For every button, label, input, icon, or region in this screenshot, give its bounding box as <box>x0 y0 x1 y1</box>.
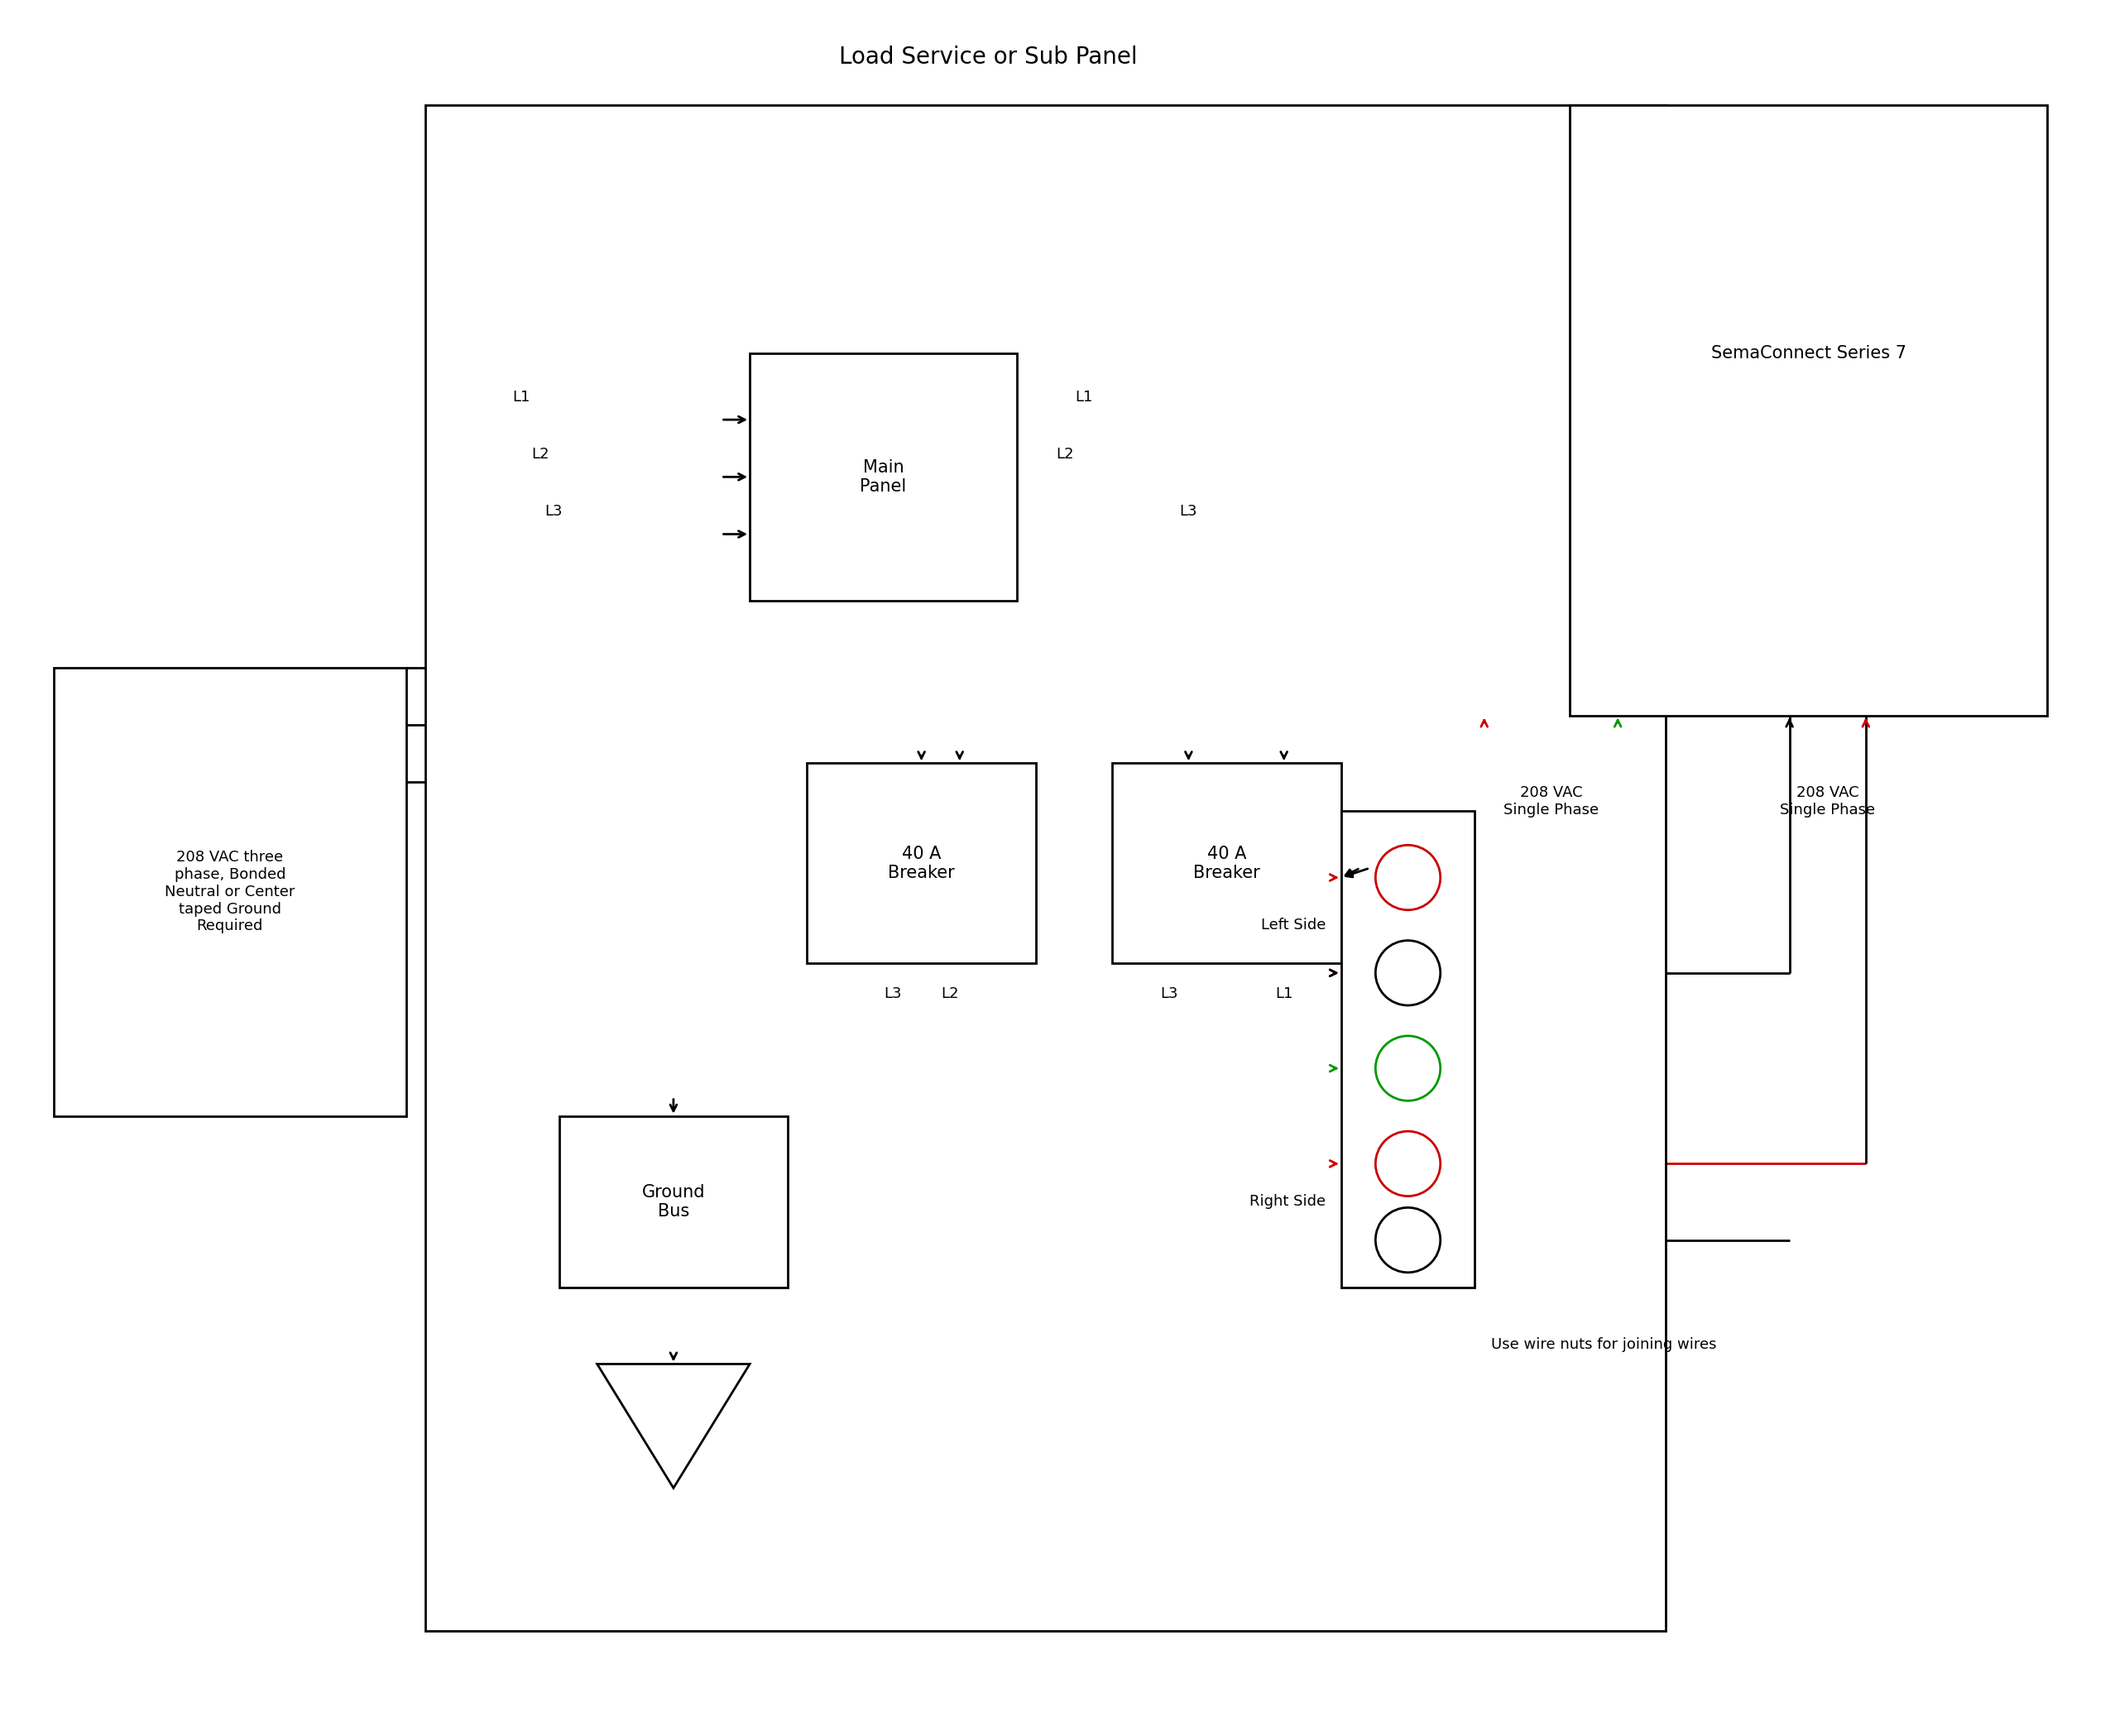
Text: L3: L3 <box>1179 503 1198 519</box>
Text: L1: L1 <box>1074 389 1093 404</box>
Bar <box>426 104 1665 1632</box>
Bar <box>1570 104 2047 715</box>
Text: L3: L3 <box>1160 986 1177 1002</box>
Text: Use wire nuts for joining wires: Use wire nuts for joining wires <box>1492 1337 1715 1352</box>
Text: 208 VAC
Single Phase: 208 VAC Single Phase <box>1781 785 1876 818</box>
Text: SemaConnect Series 7: SemaConnect Series 7 <box>1711 345 1905 361</box>
Bar <box>53 668 407 1116</box>
Text: L1: L1 <box>513 389 530 404</box>
Circle shape <box>1376 1036 1441 1101</box>
Circle shape <box>1376 941 1441 1005</box>
Bar <box>806 764 1036 963</box>
Text: L3: L3 <box>544 503 561 519</box>
Text: 208 VAC
Single Phase: 208 VAC Single Phase <box>1504 785 1599 818</box>
Bar <box>749 352 1017 601</box>
Bar <box>1112 764 1342 963</box>
Circle shape <box>1376 1132 1441 1196</box>
Text: Right Side: Right Side <box>1249 1194 1325 1210</box>
Text: L1: L1 <box>1274 986 1293 1002</box>
Polygon shape <box>597 1364 749 1488</box>
Text: Main
Panel: Main Panel <box>861 458 907 495</box>
Text: Load Service or Sub Panel: Load Service or Sub Panel <box>840 45 1137 69</box>
Text: 40 A
Breaker: 40 A Breaker <box>1194 845 1260 882</box>
Text: L2: L2 <box>1055 446 1074 462</box>
Text: L3: L3 <box>884 986 901 1002</box>
Text: 40 A
Breaker: 40 A Breaker <box>888 845 956 882</box>
Text: Left Side: Left Side <box>1262 918 1325 932</box>
Text: Ground
Bus: Ground Bus <box>641 1184 705 1220</box>
Text: L2: L2 <box>532 446 549 462</box>
Circle shape <box>1376 1208 1441 1272</box>
Circle shape <box>1376 845 1441 910</box>
Text: 208 VAC three
phase, Bonded
Neutral or Center
taped Ground
Required: 208 VAC three phase, Bonded Neutral or C… <box>165 851 295 934</box>
Bar <box>1342 811 1475 1288</box>
Text: L2: L2 <box>941 986 958 1002</box>
Bar <box>559 1116 787 1288</box>
